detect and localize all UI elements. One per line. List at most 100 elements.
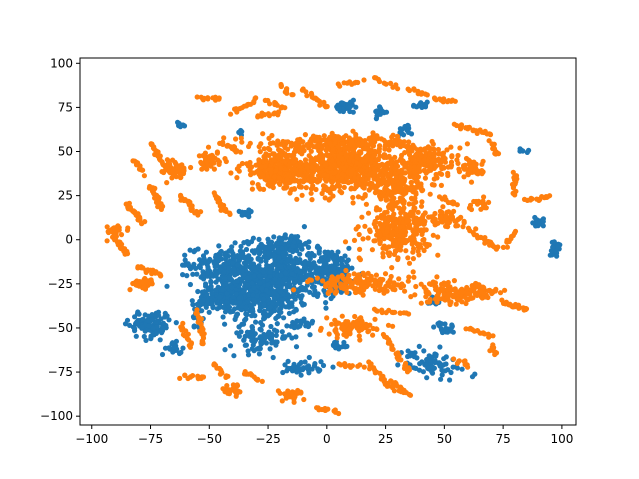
scatter-point <box>330 364 336 370</box>
scatter-point <box>333 288 339 295</box>
scatter-point <box>277 141 283 147</box>
scatter-point <box>465 364 471 370</box>
scatter-point <box>371 238 377 244</box>
scatter-point <box>202 150 208 156</box>
scatter-point <box>283 304 289 310</box>
scatter-point <box>395 185 401 191</box>
scatter-point <box>186 263 192 269</box>
scatter-point <box>403 248 409 254</box>
scatter-point <box>442 321 448 327</box>
scatter-point <box>360 236 366 242</box>
scatter-point <box>445 367 451 373</box>
scatter-point <box>454 157 460 163</box>
scatter-point <box>307 332 313 338</box>
scatter-point <box>493 350 499 356</box>
scatter-point <box>526 147 532 153</box>
scatter-point <box>257 326 263 332</box>
scatter-point <box>439 209 445 215</box>
scatter-point <box>159 159 165 165</box>
scatter-point <box>397 224 403 230</box>
scatter-point <box>118 232 125 238</box>
scatter-point <box>257 346 263 352</box>
scatter-point <box>385 280 391 286</box>
scatter-point <box>416 343 422 349</box>
scatter-point <box>262 97 268 103</box>
scatter-point <box>164 283 170 289</box>
scatter-point <box>292 296 298 302</box>
scatter-point <box>376 78 383 85</box>
scatter-point <box>446 292 452 298</box>
scatter-point <box>335 173 341 180</box>
scatter-point <box>387 171 393 177</box>
scatter-point <box>400 196 406 202</box>
x-tick-label: −75 <box>138 432 163 446</box>
scatter-point <box>260 173 266 179</box>
scatter-point <box>319 258 325 264</box>
scatter-point <box>283 270 289 276</box>
scatter-point <box>382 144 388 150</box>
scatter-point <box>299 293 305 299</box>
scatter-point <box>266 135 272 141</box>
scatter-point <box>455 216 461 223</box>
scatter-point <box>529 196 535 202</box>
scatter-point <box>208 271 214 277</box>
scatter-point <box>204 291 210 297</box>
scatter-point <box>189 298 195 304</box>
scatter-point <box>458 126 464 132</box>
scatter-point <box>323 260 329 266</box>
scatter-point <box>460 224 466 230</box>
scatter-point <box>260 131 266 137</box>
scatter-point <box>274 321 280 327</box>
scatter-point <box>438 182 444 188</box>
scatter-point <box>530 220 536 226</box>
scatter-point <box>408 294 414 300</box>
scatter-point <box>236 324 242 330</box>
scatter-point <box>261 249 268 255</box>
scatter-point <box>255 376 261 382</box>
scatter-point <box>222 156 228 162</box>
scatter-point <box>382 165 388 171</box>
scatter-point <box>290 364 296 370</box>
scatter-point <box>111 225 117 231</box>
scatter-point <box>222 276 228 282</box>
scatter-point <box>425 144 431 150</box>
scatter-point <box>295 234 301 240</box>
scatter-point <box>255 182 261 188</box>
scatter-point <box>369 247 375 253</box>
scatter-point <box>413 283 419 290</box>
scatter-point <box>205 144 212 150</box>
scatter-point <box>266 251 272 257</box>
scatter-point <box>210 305 216 311</box>
scatter-point <box>336 346 342 352</box>
scatter-point <box>426 214 432 220</box>
scatter-point <box>301 301 307 307</box>
scatter-point <box>377 281 383 287</box>
scatter-point <box>236 295 242 301</box>
scatter-point <box>357 246 363 252</box>
scatter-point <box>402 288 408 294</box>
scatter-point <box>247 167 253 173</box>
scatter-point <box>304 93 310 99</box>
scatter-point <box>390 197 396 203</box>
scatter-point <box>397 237 403 243</box>
scatter-point <box>160 320 166 326</box>
scatter-point <box>139 167 145 173</box>
scatter-point <box>487 348 493 354</box>
scatter-point <box>323 161 329 167</box>
scatter-point <box>384 209 390 215</box>
scatter-point <box>304 364 310 370</box>
scatter-point <box>377 276 383 282</box>
scatter-point <box>160 325 166 331</box>
scatter-point <box>340 179 346 185</box>
scatter-point <box>311 292 317 298</box>
scatter-point <box>479 295 485 301</box>
scatter-point <box>300 179 306 185</box>
scatter-point <box>421 348 427 354</box>
scatter-point <box>430 232 436 238</box>
scatter-point <box>184 273 190 279</box>
scatter-point <box>329 158 335 164</box>
scatter-point <box>481 194 487 200</box>
scatter-point <box>287 237 293 243</box>
scatter-point <box>430 279 436 285</box>
scatter-point <box>365 210 372 216</box>
